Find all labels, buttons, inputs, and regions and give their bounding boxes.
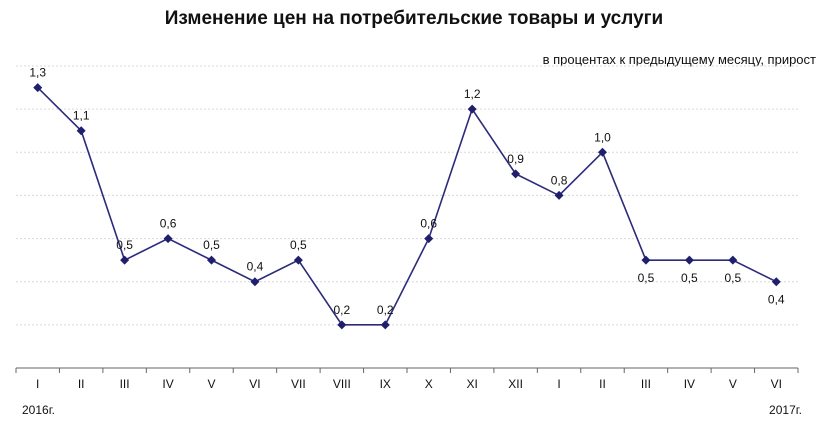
data-point-4 [207,255,216,265]
x-tick-label-13: II [599,377,606,391]
data-label-10: 1,2 [464,87,481,101]
data-point-6 [293,255,303,265]
data-point-16 [728,255,738,265]
x-tick-label-14: III [641,377,651,391]
x-tick-label-6: VII [291,377,306,391]
data-label-2: 0,5 [116,238,133,252]
data-point-14 [641,255,651,265]
data-label-11: 0,9 [507,152,524,166]
data-label-9: 0,6 [420,217,437,231]
data-point-13 [598,147,607,157]
data-label-14: 0,5 [638,271,655,285]
data-label-8: 0,2 [377,303,394,317]
data-point-1 [76,126,86,136]
data-point-11 [511,169,521,179]
data-label-17: 0,4 [768,293,785,307]
x-tick-label-15: IV [684,377,695,391]
data-point-15 [684,255,694,265]
data-point-12 [554,190,564,200]
data-label-12: 0,8 [551,173,568,187]
x-tick-label-4: V [207,377,215,391]
x-tick-label-3: IV [162,377,173,391]
year-label-start: 2016г. [22,403,55,417]
data-point-7 [337,320,347,330]
data-label-13: 1,0 [594,130,611,144]
x-tick-label-11: XII [508,377,523,391]
data-label-16: 0,5 [724,271,741,285]
data-point-3 [163,234,173,244]
data-label-3: 0,6 [160,217,177,231]
x-tick-label-10: XI [466,377,477,391]
x-tick-label-1: II [78,377,85,391]
x-tick-label-0: I [36,377,39,391]
series-line [37,87,777,326]
data-label-15: 0,5 [681,271,698,285]
data-point-0 [33,83,43,93]
data-label-5: 0,4 [247,260,264,274]
chart-title: Изменение цен на потребительские товары … [164,8,664,29]
x-tick-label-8: IX [380,377,391,391]
data-point-5 [250,277,260,287]
year-label-end: 2017г. [769,403,802,417]
data-point-9 [424,234,434,244]
data-label-4: 0,5 [203,238,220,252]
data-point-8 [380,320,390,330]
data-label-6: 0,5 [290,238,307,252]
x-tick-label-12: I [557,377,560,391]
data-point-2 [120,255,130,265]
x-tick-label-16: V [729,377,737,391]
data-label-0: 1,3 [29,66,46,80]
data-label-1: 1,1 [73,109,90,123]
x-tick-label-2: III [120,377,130,391]
data-point-17 [771,277,781,287]
data-point-10 [467,104,477,114]
chart-subtitle: в процентах к предыдущему месяцу, прирос… [542,52,816,67]
x-tick-label-7: VIII [333,377,351,391]
x-tick-label-17: VI [771,377,782,391]
data-label-7: 0,2 [333,303,350,317]
x-tick-label-9: X [425,377,433,391]
x-tick-label-5: VI [249,377,260,391]
